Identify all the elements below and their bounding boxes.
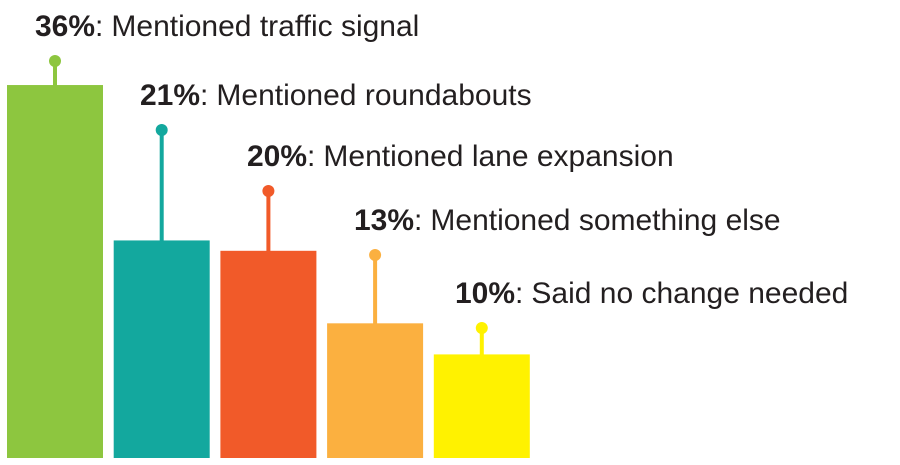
- bar: [113, 240, 210, 458]
- category-label: Said no change needed: [531, 277, 848, 310]
- value-label: 13%: [354, 204, 414, 237]
- bar: [327, 323, 424, 458]
- stem-dot: [49, 55, 61, 67]
- category-label: Mentioned roundabouts: [216, 79, 531, 112]
- bar-label: 13%: Mentioned something else: [354, 204, 781, 237]
- value-label: 36%: [35, 10, 95, 43]
- stem-dot: [262, 185, 275, 197]
- category-label: Mentioned lane expansion: [323, 140, 673, 173]
- bar-label: 10%: Said no change needed: [455, 277, 848, 310]
- bar: [7, 85, 103, 458]
- value-label: 20%: [247, 140, 307, 173]
- separator: :: [200, 79, 208, 112]
- bar-label: 36%: Mentioned traffic signal: [35, 10, 419, 43]
- value-label: 21%: [140, 79, 200, 112]
- stem-dot: [475, 322, 488, 334]
- stem-dot: [155, 124, 168, 136]
- value-label: 10%: [455, 277, 515, 310]
- stem-dot: [369, 249, 382, 261]
- category-label: Mentioned something else: [430, 204, 780, 237]
- bar-label: 21%: Mentioned roundabouts: [140, 79, 532, 112]
- bar: [433, 354, 530, 458]
- separator: :: [515, 277, 523, 310]
- bar: [220, 250, 317, 458]
- bar-label: 20%: Mentioned lane expansion: [247, 140, 674, 173]
- separator: :: [414, 204, 422, 237]
- separator: :: [95, 10, 103, 43]
- separator: :: [307, 140, 315, 173]
- category-label: Mentioned traffic signal: [111, 10, 419, 43]
